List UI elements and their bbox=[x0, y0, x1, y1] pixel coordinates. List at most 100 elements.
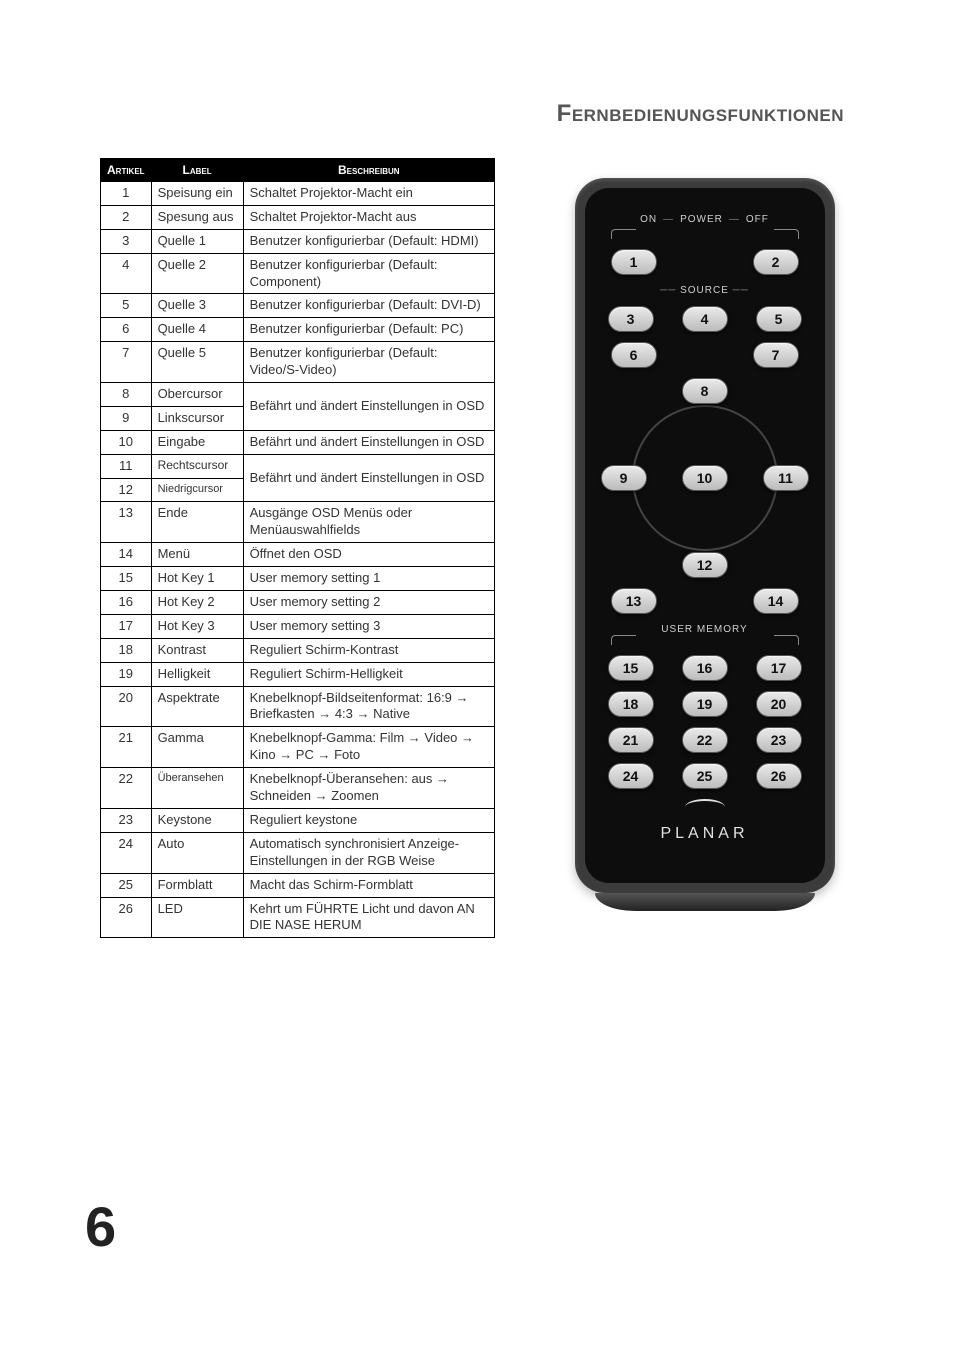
remote-button-5[interactable]: 5 bbox=[756, 306, 802, 332]
remote-body: ON — POWER — OFF 1 2 ── SOURCE ── bbox=[585, 188, 825, 883]
bracket-icon bbox=[611, 229, 799, 239]
cell-desc: Befährt und ändert Einstellungen in OSD bbox=[243, 383, 494, 431]
cell-num: 7 bbox=[101, 342, 152, 383]
remote-shell: ON — POWER — OFF 1 2 ── SOURCE ── bbox=[575, 178, 835, 893]
table-row: 4 Quelle 2 Benutzer konfigurierbar (Defa… bbox=[101, 253, 495, 294]
cell-desc: Schaltet Projektor-Macht aus bbox=[243, 205, 494, 229]
title-text: Fernbedienungsfunktionen bbox=[557, 100, 844, 127]
remote-button-14[interactable]: 14 bbox=[753, 588, 799, 614]
cell-label: Quelle 2 bbox=[151, 253, 243, 294]
content-area: Artikel Label Beschreibun 1 Speisung ein… bbox=[100, 158, 874, 938]
cell-desc: Ausgänge OSD Menüs oder Menüauswahlfield… bbox=[243, 502, 494, 543]
remote-base-icon bbox=[595, 893, 815, 911]
table-row: 21 Gamma Knebelknopf-Gamma: Film → Video… bbox=[101, 727, 495, 768]
cell-label: Keystone bbox=[151, 808, 243, 832]
brand-label: PLANAR bbox=[603, 825, 807, 843]
col-label: Label bbox=[151, 159, 243, 182]
remote-button-1[interactable]: 1 bbox=[611, 249, 657, 275]
remote-button-6[interactable]: 6 bbox=[611, 342, 657, 368]
cell-desc: User memory setting 2 bbox=[243, 591, 494, 615]
power-label-group: ON — POWER — OFF bbox=[603, 214, 807, 225]
cell-label: LED bbox=[151, 897, 243, 938]
remote-button-10[interactable]: 10 bbox=[682, 465, 728, 491]
remote-button-2[interactable]: 2 bbox=[753, 249, 799, 275]
cell-label: Formblatt bbox=[151, 873, 243, 897]
cell-label: Niedrigcursor bbox=[151, 478, 243, 502]
table-row: 11 Rechtscursor Befährt und ändert Einst… bbox=[101, 454, 495, 478]
remote-button-26[interactable]: 26 bbox=[756, 763, 802, 789]
table-row: 5 Quelle 3 Benutzer konfigurierbar (Defa… bbox=[101, 294, 495, 318]
remote-button-25[interactable]: 25 bbox=[682, 763, 728, 789]
table-row: 24 Auto Automatisch synchronisiert Anzei… bbox=[101, 832, 495, 873]
label-on: ON bbox=[640, 214, 657, 225]
remote-button-8[interactable]: 8 bbox=[682, 378, 728, 404]
remote-button-20[interactable]: 20 bbox=[756, 691, 802, 717]
cell-num: 2 bbox=[101, 205, 152, 229]
cell-num: 17 bbox=[101, 614, 152, 638]
cell-label: Hot Key 3 bbox=[151, 614, 243, 638]
cell-label: Linkscursor bbox=[151, 406, 243, 430]
label-power: POWER bbox=[680, 214, 723, 225]
table-header-row: Artikel Label Beschreibun bbox=[101, 159, 495, 182]
cell-desc: Reguliert Schirm-Helligkeit bbox=[243, 662, 494, 686]
table-row: 1 Speisung ein Schaltet Projektor-Macht … bbox=[101, 182, 495, 206]
remote-button-22[interactable]: 22 bbox=[682, 727, 728, 753]
divider-icon: — bbox=[729, 214, 740, 225]
remote-button-9[interactable]: 9 bbox=[601, 465, 647, 491]
cell-num: 21 bbox=[101, 727, 152, 768]
cell-desc: User memory setting 3 bbox=[243, 614, 494, 638]
cell-num: 13 bbox=[101, 502, 152, 543]
cell-desc: Benutzer konfigurierbar (Default: DVI-D) bbox=[243, 294, 494, 318]
table-row: 23 Keystone Reguliert keystone bbox=[101, 808, 495, 832]
label-source: ── SOURCE ── bbox=[603, 285, 807, 296]
col-artikel: Artikel bbox=[101, 159, 152, 182]
remote-button-24[interactable]: 24 bbox=[608, 763, 654, 789]
cell-label: Hot Key 1 bbox=[151, 567, 243, 591]
col-beschreibung: Beschreibun bbox=[243, 159, 494, 182]
cell-label: Quelle 3 bbox=[151, 294, 243, 318]
cell-desc: Macht das Schirm-Formblatt bbox=[243, 873, 494, 897]
remote-button-4[interactable]: 4 bbox=[682, 306, 728, 332]
cell-label: Speisung ein bbox=[151, 182, 243, 206]
remote-button-19[interactable]: 19 bbox=[682, 691, 728, 717]
cell-num: 3 bbox=[101, 229, 152, 253]
cell-num: 22 bbox=[101, 768, 152, 809]
cell-label: Quelle 1 bbox=[151, 229, 243, 253]
cell-num: 25 bbox=[101, 873, 152, 897]
remote-button-11[interactable]: 11 bbox=[763, 465, 809, 491]
cell-num: 4 bbox=[101, 253, 152, 294]
table-row: 16 Hot Key 2 User memory setting 2 bbox=[101, 591, 495, 615]
table-row: 26 LED Kehrt um FÜHRTE Licht und davon A… bbox=[101, 897, 495, 938]
cell-desc: Knebelknopf-Gamma: Film → Video → Kino →… bbox=[243, 727, 494, 768]
remote-button-15[interactable]: 15 bbox=[608, 655, 654, 681]
remote-diagram: ON — POWER — OFF 1 2 ── SOURCE ── bbox=[535, 158, 874, 911]
cell-num: 24 bbox=[101, 832, 152, 873]
divider-icon: — bbox=[663, 214, 674, 225]
remote-button-7[interactable]: 7 bbox=[753, 342, 799, 368]
remote-button-18[interactable]: 18 bbox=[608, 691, 654, 717]
cell-desc: Reguliert keystone bbox=[243, 808, 494, 832]
table-row: 14 Menü Öffnet den OSD bbox=[101, 543, 495, 567]
remote-button-16[interactable]: 16 bbox=[682, 655, 728, 681]
cell-desc: Befährt und ändert Einstellungen in OSD bbox=[243, 430, 494, 454]
table-row: 3 Quelle 1 Benutzer konfigurierbar (Defa… bbox=[101, 229, 495, 253]
remote-button-23[interactable]: 23 bbox=[756, 727, 802, 753]
cell-desc: Reguliert Schirm-Kontrast bbox=[243, 638, 494, 662]
dpad: 8 9 10 11 12 bbox=[603, 378, 807, 578]
page-title: Fernbedienungsfunktionen bbox=[100, 100, 874, 128]
remote-button-21[interactable]: 21 bbox=[608, 727, 654, 753]
table-row: 6 Quelle 4 Benutzer konfigurierbar (Defa… bbox=[101, 318, 495, 342]
cell-label: Auto bbox=[151, 832, 243, 873]
cell-num: 15 bbox=[101, 567, 152, 591]
remote-button-13[interactable]: 13 bbox=[611, 588, 657, 614]
cell-num: 23 bbox=[101, 808, 152, 832]
cell-label: Hot Key 2 bbox=[151, 591, 243, 615]
remote-button-12[interactable]: 12 bbox=[682, 552, 728, 578]
remote-button-17[interactable]: 17 bbox=[756, 655, 802, 681]
table-row: 22 Überansehen Knebelknopf-Überansehen: … bbox=[101, 768, 495, 809]
cell-desc: Benutzer konfigurierbar (Default: PC) bbox=[243, 318, 494, 342]
remote-button-3[interactable]: 3 bbox=[608, 306, 654, 332]
cell-desc: Benutzer konfigurierbar (Default: HDMI) bbox=[243, 229, 494, 253]
table-row: 20 Aspektrate Knebelknopf-Bildseitenform… bbox=[101, 686, 495, 727]
label-off: OFF bbox=[746, 214, 769, 225]
